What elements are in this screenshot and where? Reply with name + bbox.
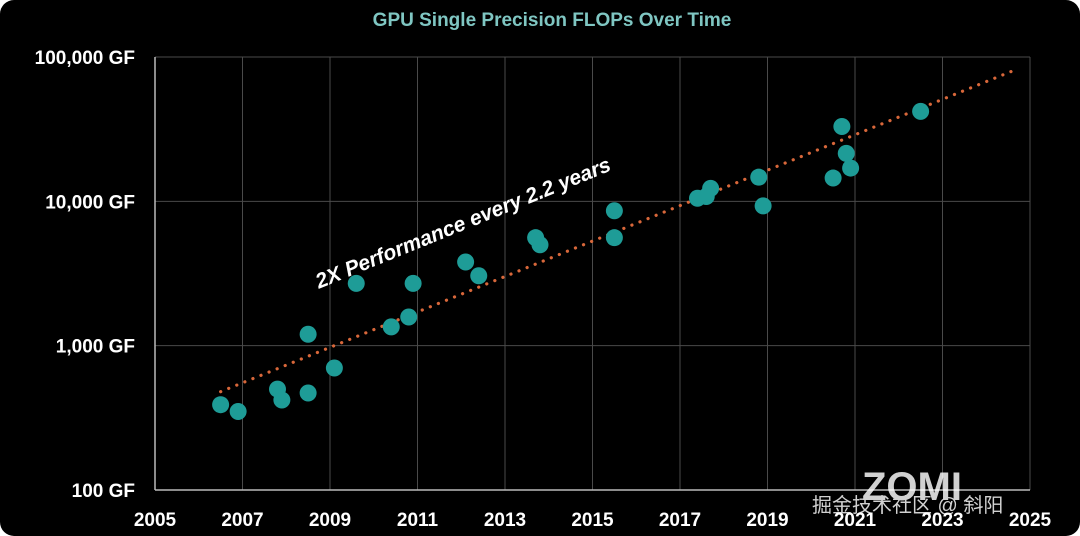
data-point (212, 396, 230, 414)
data-points (212, 102, 930, 420)
axes (154, 57, 1030, 491)
data-point (750, 168, 768, 186)
data-point (824, 169, 842, 187)
watermark-logo: ZOMI (862, 465, 962, 509)
x-tick-label: 2025 (1009, 510, 1052, 531)
data-point (347, 274, 365, 292)
data-point (833, 117, 851, 135)
x-tick-label: 2007 (221, 510, 263, 531)
trend-annotation: 2X Performance every 2.2 years (311, 153, 614, 293)
y-tick-label: 10,000 GF (45, 192, 135, 213)
data-point (382, 318, 400, 336)
data-point (325, 359, 343, 377)
data-point (299, 325, 317, 343)
x-tick-label: 2005 (134, 510, 177, 531)
x-tick-label: 2023 (921, 510, 963, 531)
y-tick-label: 100 GF (72, 481, 135, 502)
data-point (531, 236, 549, 254)
data-point (457, 253, 475, 271)
x-tick-label: 2009 (309, 510, 351, 531)
data-point (273, 391, 291, 409)
x-tick-label: 2021 (834, 510, 877, 531)
data-point (754, 197, 772, 215)
data-point (470, 267, 488, 285)
data-point (299, 384, 317, 402)
data-point (404, 274, 422, 292)
data-point (400, 308, 418, 326)
chart-title: GPU Single Precision FLOPs Over Time (373, 10, 732, 31)
data-point (605, 229, 623, 247)
data-point (912, 102, 930, 120)
data-point (605, 202, 623, 220)
grid (155, 56, 1031, 491)
data-point (702, 179, 720, 197)
data-point (842, 159, 860, 177)
data-point (229, 402, 247, 420)
watermark: ZOMI 掘金技术社区 @ 斜阳 (812, 465, 1003, 517)
y-tick-label: 1,000 GF (56, 337, 135, 358)
data-point (837, 144, 855, 162)
watermark-text: 掘金技术社区 @ 斜阳 (812, 494, 1003, 517)
x-tick-label: 2017 (659, 510, 701, 531)
x-tick-label: 2015 (571, 510, 614, 531)
x-tick-label: 2011 (397, 510, 439, 531)
tick-labels: 100 GF 1,000 GF 10,000 GF 100,000 GF 2005 200… (35, 48, 1052, 531)
y-tick-label: 100,000 GF (35, 48, 135, 69)
x-tick-label: 2013 (484, 510, 526, 531)
x-tick-label: 2019 (746, 510, 788, 531)
